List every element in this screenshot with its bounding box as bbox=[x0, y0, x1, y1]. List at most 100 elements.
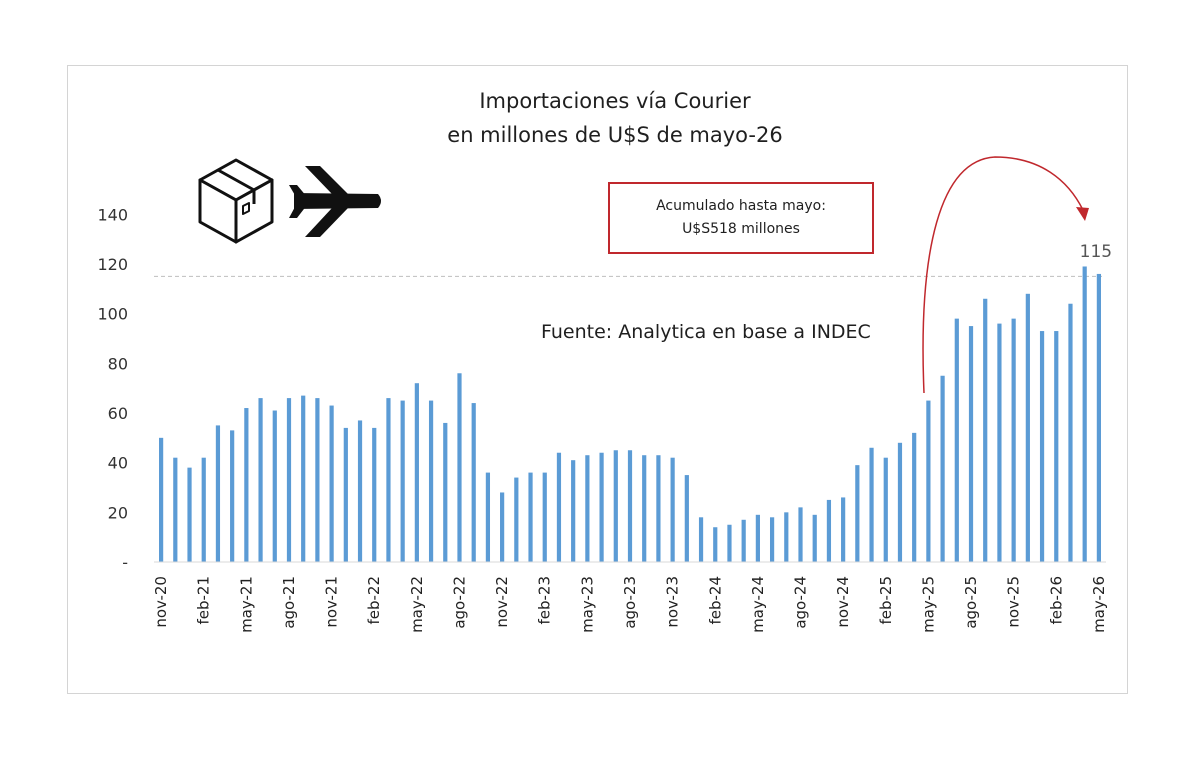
chart-title: Importaciones vía Courier en millones de… bbox=[380, 84, 850, 152]
bar-may-25 bbox=[926, 400, 931, 562]
bar-sep-23 bbox=[642, 455, 647, 562]
bar-oct-23 bbox=[656, 455, 661, 562]
bar-feb-23 bbox=[542, 472, 547, 562]
y-tick-label: 20 bbox=[108, 503, 128, 522]
bar-dic-20 bbox=[173, 457, 178, 562]
source-note: Fuente: Analytica en base a INDEC bbox=[541, 321, 871, 343]
accumulated-box-line1: Acumulado hasta mayo: bbox=[656, 198, 826, 214]
bar-jul-22 bbox=[443, 422, 448, 562]
bar-mar-22 bbox=[386, 398, 391, 562]
bar-ago-21 bbox=[286, 398, 292, 562]
bar-may-24 bbox=[755, 514, 760, 562]
bar-ago-25 bbox=[968, 326, 974, 562]
bar-nov-22 bbox=[500, 492, 505, 562]
data-label: 115 bbox=[1080, 242, 1112, 262]
bar-mar-24 bbox=[727, 524, 732, 562]
bar-jun-21 bbox=[258, 398, 263, 562]
airplane-icon bbox=[289, 166, 381, 237]
x-tick-label: ago-21 bbox=[280, 576, 298, 629]
bar-feb-22 bbox=[372, 427, 377, 562]
x-tick-label: ago-25 bbox=[962, 576, 980, 629]
bar-ene-23 bbox=[528, 472, 533, 562]
x-tick-label: feb-22 bbox=[365, 576, 383, 625]
bar-may-26 bbox=[1096, 273, 1101, 562]
y-tick-label: - bbox=[122, 553, 128, 572]
bar-oct-22 bbox=[485, 472, 491, 562]
bar-mar-21 bbox=[215, 425, 221, 562]
x-tick-label: feb-26 bbox=[1047, 576, 1065, 625]
package-box-icon bbox=[198, 158, 274, 244]
bar-oct-24 bbox=[826, 499, 832, 562]
bar-ago-23 bbox=[627, 450, 633, 562]
bar-nov-24 bbox=[841, 497, 846, 562]
x-tick-label: may-22 bbox=[408, 576, 426, 633]
x-tick-label: may-25 bbox=[919, 576, 937, 633]
bar-jun-22 bbox=[428, 400, 434, 562]
bar-jul-23 bbox=[613, 450, 618, 562]
x-tick-label: may-21 bbox=[237, 576, 255, 633]
bar-abr-25 bbox=[912, 432, 917, 562]
y-tick-label: 140 bbox=[97, 205, 128, 224]
annotation-arrow bbox=[922, 156, 1089, 394]
x-tick-label: nov-20 bbox=[152, 576, 170, 628]
bar-mar-25 bbox=[897, 442, 903, 562]
accumulated-box: Acumulado hasta mayo: U$S518 millones bbox=[608, 182, 874, 254]
x-tick-label: nov-24 bbox=[834, 576, 852, 628]
x-tick-label: ago-24 bbox=[792, 576, 810, 629]
bar-feb-21 bbox=[201, 457, 206, 562]
accumulated-box-line2: U$S518 millones bbox=[682, 221, 800, 237]
x-tick-label: may-26 bbox=[1090, 576, 1108, 633]
bar-dic-22 bbox=[514, 477, 519, 562]
x-tick-label: may-23 bbox=[578, 576, 596, 633]
y-tick-label: 100 bbox=[97, 305, 128, 324]
bars bbox=[159, 266, 1101, 562]
bar-nov-23 bbox=[670, 457, 675, 562]
bar-feb-24 bbox=[713, 527, 718, 562]
bar-sep-25 bbox=[983, 298, 988, 562]
y-tick-label: 80 bbox=[108, 354, 128, 373]
x-tick-label: nov-22 bbox=[493, 576, 511, 628]
y-tick-label: 40 bbox=[108, 454, 128, 473]
bar-abr-21 bbox=[230, 430, 235, 562]
bar-ene-21 bbox=[187, 467, 192, 562]
bar-dic-24 bbox=[855, 465, 860, 562]
bar-jun-23 bbox=[599, 452, 604, 562]
bar-mar-26 bbox=[1068, 303, 1073, 562]
bar-sep-22 bbox=[471, 403, 476, 562]
y-tick-label: 60 bbox=[108, 404, 128, 423]
bar-jul-21 bbox=[272, 410, 277, 562]
x-tick-label: feb-23 bbox=[536, 576, 554, 625]
bar-nov-20 bbox=[159, 437, 164, 562]
x-tick-label: feb-25 bbox=[877, 576, 895, 625]
x-tick-label: ago-22 bbox=[450, 576, 468, 629]
bar-ene-22 bbox=[357, 420, 363, 562]
bar-abr-23 bbox=[571, 460, 576, 562]
x-tick-label: nov-25 bbox=[1005, 576, 1023, 628]
bar-feb-26 bbox=[1054, 331, 1059, 562]
bar-ene-26 bbox=[1039, 331, 1045, 562]
bar-may-22 bbox=[414, 383, 419, 562]
x-tick-label: nov-21 bbox=[323, 576, 341, 628]
bar-jul-25 bbox=[954, 318, 959, 562]
bar-may-21 bbox=[244, 408, 249, 562]
chart-title-line1: Importaciones vía Courier bbox=[479, 89, 751, 113]
bar-sep-21 bbox=[301, 395, 306, 562]
x-tick-label: may-24 bbox=[749, 576, 767, 633]
y-tick-label: 120 bbox=[97, 255, 128, 274]
bar-abr-26 bbox=[1082, 266, 1087, 562]
x-tick-label: nov-23 bbox=[664, 576, 682, 628]
x-tick-label: ago-23 bbox=[621, 576, 639, 629]
bar-dic-21 bbox=[343, 427, 348, 562]
bar-oct-21 bbox=[315, 398, 320, 562]
bar-ago-24 bbox=[798, 507, 803, 562]
bar-ene-25 bbox=[869, 447, 874, 562]
bar-mar-23 bbox=[556, 452, 562, 562]
bar-ago-22 bbox=[457, 373, 462, 562]
bar-nov-21 bbox=[329, 405, 334, 562]
bar-jul-24 bbox=[784, 512, 789, 562]
x-axis: nov-20 feb-21 may-21 ago-21 nov-21 feb-22 may-… bbox=[152, 561, 1108, 633]
arrow-head bbox=[1076, 207, 1089, 221]
bar-jun-25 bbox=[940, 375, 945, 562]
bar-feb-25 bbox=[883, 457, 888, 562]
bar-may-23 bbox=[585, 455, 590, 562]
